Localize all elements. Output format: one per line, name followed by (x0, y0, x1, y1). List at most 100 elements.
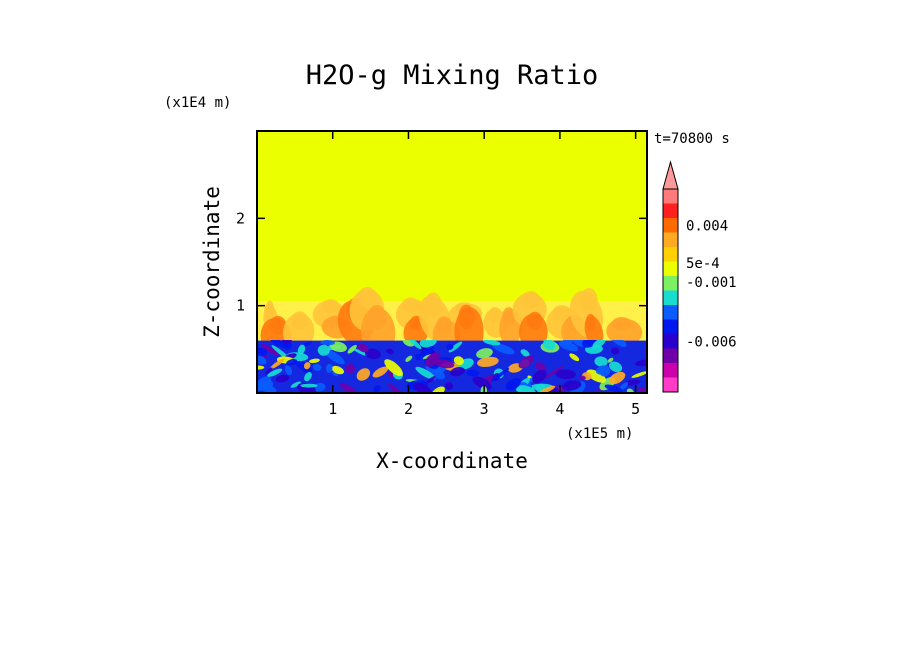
turbulent-eddy (324, 349, 345, 365)
turbulent-eddy (619, 382, 629, 391)
turbulent-eddy (562, 380, 582, 391)
plot-frame (256, 130, 648, 394)
plot-area (257, 131, 647, 393)
colorbar-bin (663, 276, 678, 291)
turbulent-eddy (631, 371, 647, 378)
turbulent-eddy (284, 365, 293, 376)
colorbar-bin (663, 189, 678, 204)
turbulent-eddy (372, 366, 389, 378)
turbulent-eddy (450, 367, 465, 377)
colorbar-label: -0.001 (686, 275, 737, 291)
moisture-plume (580, 287, 598, 312)
boundary-layer-field (257, 340, 647, 393)
turbulent-eddy (304, 372, 312, 382)
turbulent-eddy (257, 352, 267, 365)
colorbar-bin (663, 232, 678, 247)
x-tick-label: 2 (404, 400, 413, 418)
moisture-plume (527, 311, 543, 331)
turbulent-eddy (466, 369, 480, 377)
turbulent-eddy (472, 376, 492, 390)
turbulent-eddy (331, 371, 339, 377)
turbulent-eddy (477, 356, 499, 368)
turbulent-eddy (539, 385, 556, 393)
turbulent-eddy (317, 344, 330, 356)
turbulent-eddy (386, 348, 394, 355)
turbulent-eddy (419, 340, 437, 348)
turbulent-eddy (544, 365, 564, 379)
moisture-plume (521, 290, 541, 309)
y-tick-label: 1 (236, 297, 245, 315)
turbulent-eddy (388, 383, 406, 393)
colorbar-bin (663, 218, 678, 233)
turbulent-eddy (419, 346, 435, 358)
y-multiplier-label: (x1E4 m) (164, 95, 231, 111)
turbulent-eddy (609, 371, 626, 385)
y-axis-label: Z-coordinate (200, 186, 224, 338)
moisture-plume (436, 316, 452, 335)
turbulent-eddy (425, 352, 441, 367)
turbulent-eddy (446, 344, 454, 350)
time-label: t=70800 s (654, 131, 730, 147)
colorbar-bin (663, 348, 678, 363)
turbulent-eddy (532, 369, 547, 384)
turbulent-eddy (365, 348, 381, 360)
turbulent-eddy (491, 343, 515, 355)
turbulent-eddy (610, 340, 627, 347)
turbulent-eddy (373, 385, 381, 393)
colorbar-bin (663, 203, 678, 218)
moisture-plume (488, 307, 502, 322)
turbulent-eddy (265, 367, 273, 375)
turbulent-eddy (405, 355, 413, 362)
x-tick-label: 5 (631, 400, 640, 418)
turbulent-eddy (624, 379, 641, 386)
turbulent-eddy (286, 358, 298, 366)
turbulent-eddy (505, 378, 521, 391)
turbulent-eddy (595, 365, 609, 375)
turbulent-eddy (384, 359, 403, 377)
x-tick-label: 1 (328, 400, 337, 418)
colorbar-bin (663, 319, 678, 334)
colorbar-label: 0.004 (686, 218, 728, 234)
colorbar-bin (663, 377, 678, 392)
turbulent-eddy (329, 341, 347, 353)
colorbar-bin (663, 305, 678, 320)
turbulent-eddy (345, 363, 355, 374)
turbulent-eddy (261, 344, 279, 356)
turbulent-eddy (555, 369, 576, 380)
turbulent-eddy (610, 347, 620, 355)
turbulent-eddy (476, 348, 493, 359)
turbulent-eddy (562, 340, 573, 346)
turbulent-eddy (353, 348, 369, 356)
turbulent-eddy (320, 340, 335, 346)
colorbar-bin (663, 363, 678, 378)
moisture-plume (291, 311, 309, 330)
moisture-plume (269, 315, 287, 335)
turbulent-eddy (444, 382, 454, 391)
turbulent-eddy (607, 357, 614, 363)
turbulent-eddy (586, 369, 607, 383)
moisture-plume (357, 286, 377, 308)
colorbar-bin (663, 247, 678, 262)
x-multiplier-label: (x1E5 m) (566, 426, 633, 442)
turbulent-eddy (516, 385, 537, 393)
colorbar-label: -0.006 (686, 334, 737, 350)
x-tick-label: 3 (480, 400, 489, 418)
turbulent-eddy (312, 363, 322, 371)
turbulent-eddy (634, 359, 647, 367)
moisture-plume (367, 304, 387, 330)
turbulent-eddy (448, 341, 463, 353)
moisture-plume (611, 316, 632, 331)
turbulent-eddy (267, 368, 283, 377)
turbulent-eddy (257, 376, 272, 392)
turbulent-eddy (579, 375, 586, 380)
turbulent-eddy (339, 383, 357, 393)
moisture-plume (458, 304, 475, 330)
turbulent-eddy (415, 366, 436, 380)
y-tick-label: 2 (236, 209, 245, 227)
turbulent-eddy (569, 353, 580, 362)
turbulent-eddy (290, 381, 302, 388)
turbulent-eddy (407, 340, 422, 350)
turbulent-eddy (604, 384, 624, 393)
turbulent-eddy (326, 363, 333, 373)
